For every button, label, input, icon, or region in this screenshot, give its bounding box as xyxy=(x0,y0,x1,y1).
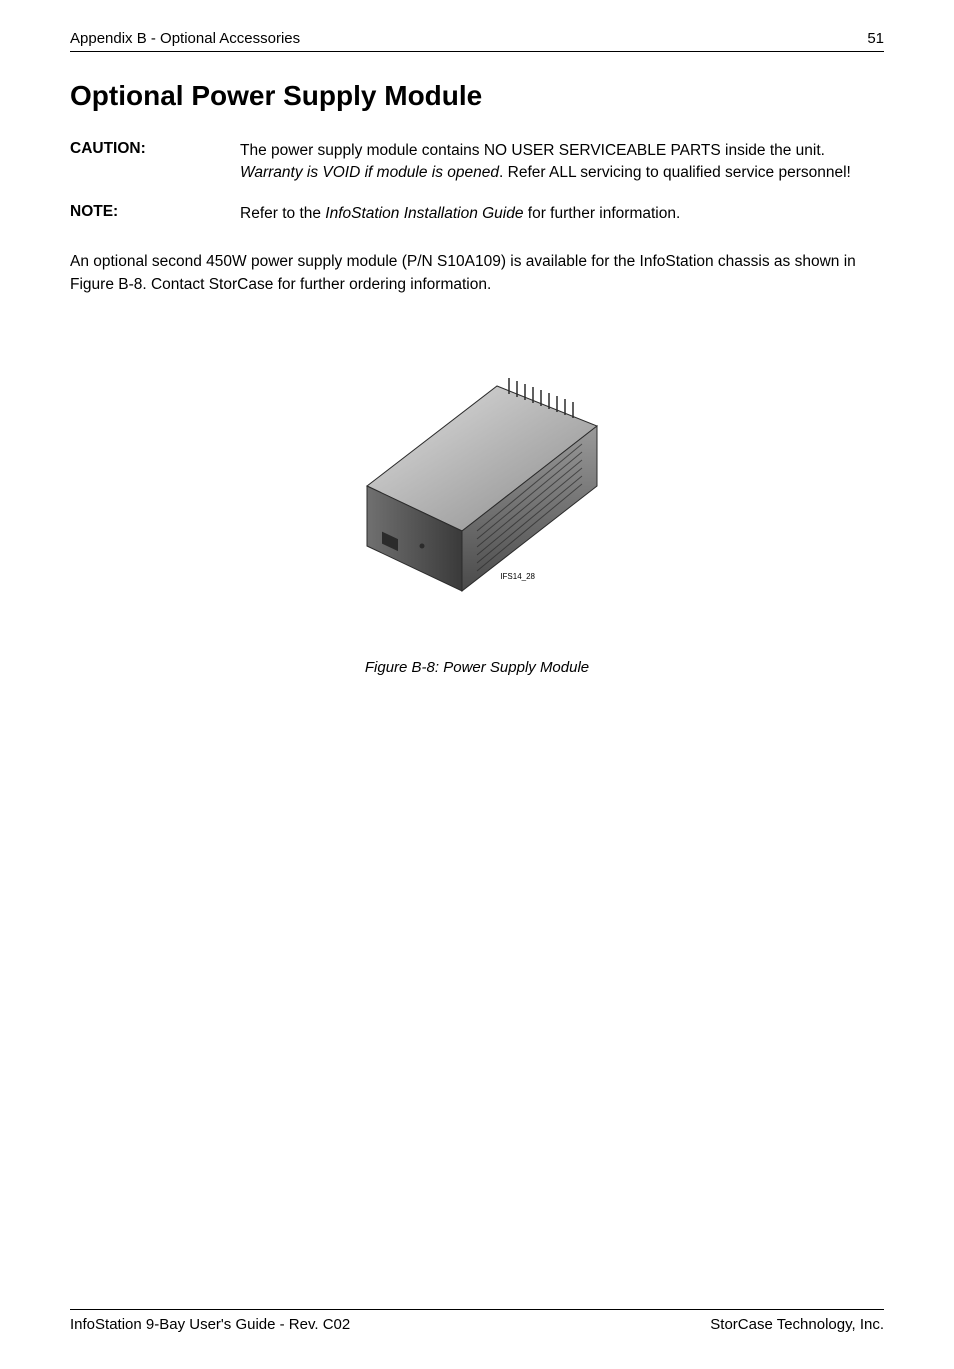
page-header: Appendix B - Optional Accessories 51 xyxy=(70,30,884,52)
header-page-number: 51 xyxy=(867,30,884,47)
caution-text-italic: Warranty is VOID if module is opened xyxy=(240,164,499,181)
psu-image: IFS14_28 xyxy=(327,356,627,601)
header-left: Appendix B - Optional Accessories xyxy=(70,30,300,47)
page-footer: InfoStation 9-Bay User's Guide - Rev. C0… xyxy=(70,1309,884,1333)
caution-block: CAUTION: The power supply module contain… xyxy=(70,140,884,185)
note-block: NOTE: Refer to the InfoStation Installat… xyxy=(70,203,884,225)
footer-left: InfoStation 9-Bay User's Guide - Rev. C0… xyxy=(70,1316,350,1333)
section-title: Optional Power Supply Module xyxy=(70,80,884,112)
note-text-italic: InfoStation Installation Guide xyxy=(325,205,523,222)
caution-label: CAUTION: xyxy=(70,140,240,185)
note-text-post: for further information. xyxy=(523,205,680,222)
figure-caption: Figure B-8: Power Supply Module xyxy=(365,659,589,676)
footer-right: StorCase Technology, Inc. xyxy=(710,1316,884,1333)
psu-svg xyxy=(327,356,627,596)
figure-container: IFS14_28 Figure B-8: Power Supply Module xyxy=(70,356,884,676)
note-text-pre: Refer to the xyxy=(240,205,325,222)
figure-part-label: IFS14_28 xyxy=(500,572,535,581)
caution-text-post: . Refer ALL servicing to qualified servi… xyxy=(499,164,851,181)
caution-body: The power supply module contains NO USER… xyxy=(240,140,884,185)
note-body: Refer to the InfoStation Installation Gu… xyxy=(240,203,680,225)
body-paragraph: An optional second 450W power supply mod… xyxy=(70,251,884,296)
note-label: NOTE: xyxy=(70,203,240,225)
caution-text-pre: The power supply module contains NO USER… xyxy=(240,142,825,159)
